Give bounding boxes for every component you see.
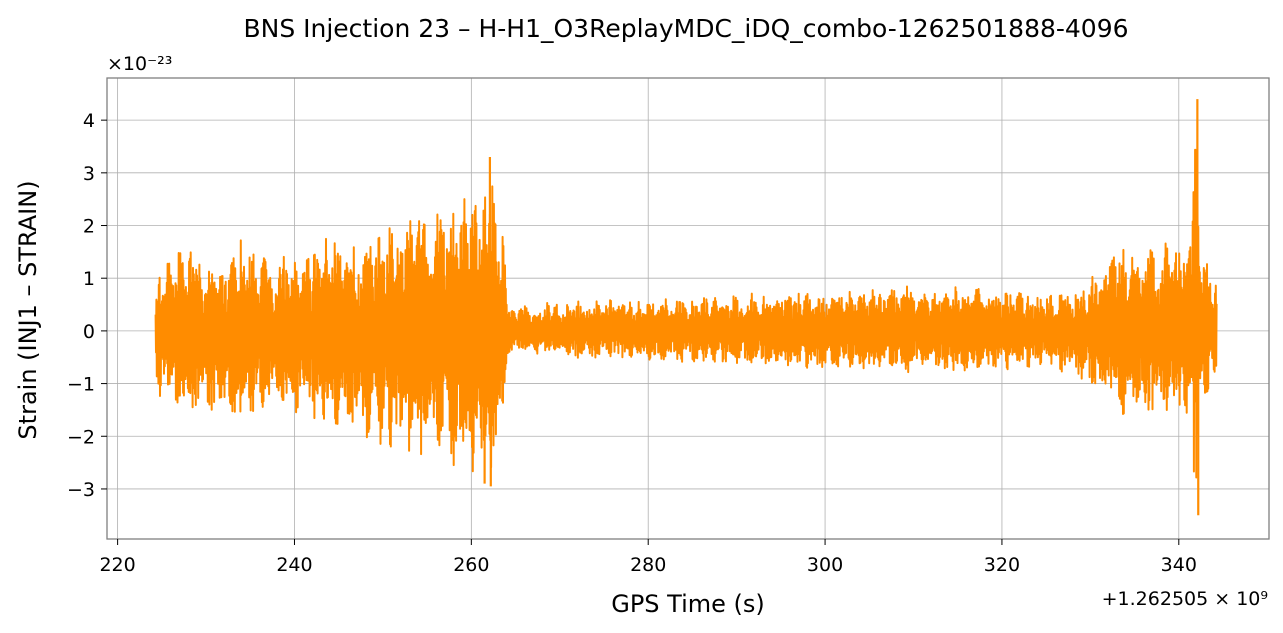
data-series (154, 99, 1218, 516)
chart-title: BNS Injection 23 – H-H1_O3ReplayMDC_iDQ_… (243, 14, 1128, 43)
strain-series-line (154, 148, 1218, 479)
y-tick-label: 1 (83, 268, 95, 290)
y-scale-multiplier: ×10⁻²³ (107, 53, 172, 75)
x-tick-label: 260 (453, 554, 489, 576)
x-axis-ticks: 220 240 260 280 300 320 340 (99, 539, 1197, 576)
x-tick-label: 300 (807, 554, 843, 576)
y-axis-label: Strain (INJ1 – STRAIN) (14, 180, 42, 439)
y-axis-ticks: −3 −2 −1 0 1 2 3 4 (67, 110, 107, 501)
y-tick-label: 2 (83, 216, 95, 238)
x-tick-label: 240 (276, 554, 312, 576)
x-tick-label: 280 (630, 554, 666, 576)
y-tick-label: 3 (83, 163, 95, 185)
y-tick-label: −3 (67, 479, 95, 501)
x-tick-label: 220 (99, 554, 135, 576)
x-tick-label: 340 (1161, 554, 1197, 576)
y-tick-label: 0 (83, 321, 95, 343)
y-tick-label: 4 (83, 110, 95, 132)
x-axis-offset-label: +1.262505 × 10⁹ (1102, 588, 1268, 610)
y-tick-label: −1 (67, 374, 95, 396)
x-axis-label: GPS Time (s) (611, 590, 765, 618)
x-tick-label: 320 (984, 554, 1020, 576)
y-tick-label: −2 (67, 426, 95, 448)
plot-frame (106, 77, 1270, 540)
